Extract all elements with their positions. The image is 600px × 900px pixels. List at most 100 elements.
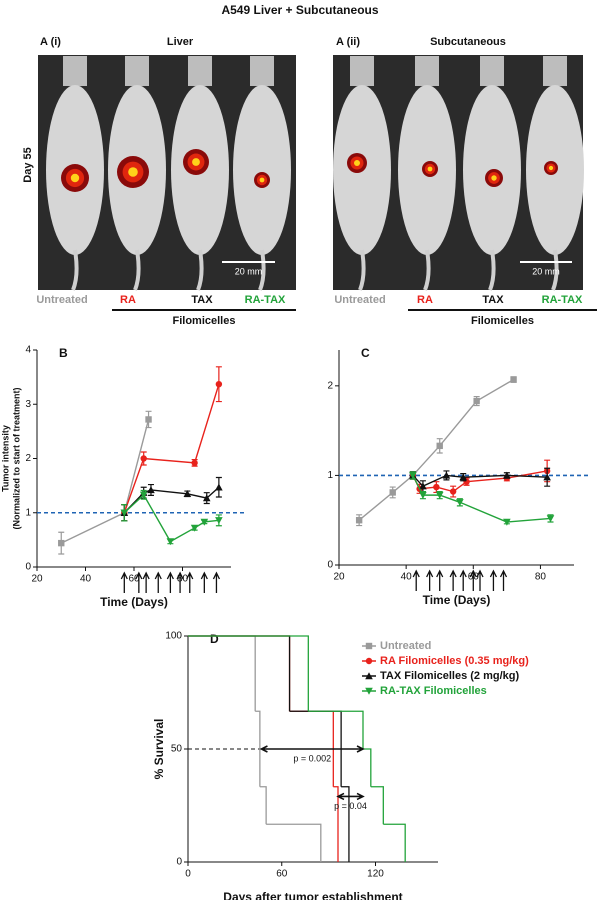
- y-axis-label: Tumor intensity: [0, 425, 10, 492]
- marker: [543, 473, 551, 481]
- marker: [503, 518, 511, 526]
- scale-bar-label: 20 mm: [235, 266, 263, 276]
- signal-core: [491, 175, 497, 181]
- x-tick-label: 40: [401, 572, 413, 583]
- survival-step: [188, 635, 291, 712]
- y-tick-label: 50: [171, 744, 183, 755]
- y-tick-label: 1: [327, 470, 333, 481]
- legend-label: RA-TAX Filomicelles: [380, 685, 487, 697]
- treatment-arrow: [436, 569, 444, 591]
- x-tick-label: 20: [31, 574, 43, 585]
- y-tick-label: 4: [25, 345, 31, 356]
- comparison-label: p = 0.002: [293, 753, 331, 763]
- marker: [503, 471, 511, 479]
- y-axis-label: (Normalized to start of treatment): [11, 387, 21, 529]
- group-label: TAX: [482, 294, 504, 306]
- group-label: RA: [120, 294, 136, 306]
- signal-core: [427, 166, 433, 172]
- marker: [419, 482, 427, 490]
- survival-step: [333, 786, 339, 862]
- survival-step: [308, 710, 364, 749]
- nose-cone: [415, 56, 439, 86]
- marker: [435, 491, 444, 499]
- treatment-arrow: [499, 569, 508, 591]
- nose-cone: [350, 56, 374, 86]
- series-line: [123, 493, 219, 543]
- marker: [459, 473, 468, 481]
- marker: [355, 517, 363, 524]
- y-tick-label: 0: [25, 562, 31, 573]
- legend-label: TAX Filomicelles (2 mg/kg): [380, 670, 519, 682]
- group-label: Untreated: [36, 294, 87, 306]
- marker: [202, 494, 211, 502]
- marker: [365, 687, 373, 695]
- group-label: Untreated: [334, 294, 385, 306]
- marker: [442, 471, 451, 479]
- legend-label: RA Filomicelles (0.35 mg/kg): [380, 655, 529, 667]
- marker: [190, 524, 199, 532]
- y-tick-label: 2: [327, 380, 333, 391]
- marker: [546, 515, 555, 523]
- y-tick-label: 1: [25, 507, 31, 518]
- marker: [140, 455, 147, 462]
- group-label: TAX: [191, 294, 213, 306]
- x-tick-label: 120: [367, 869, 384, 880]
- survival-step: [259, 786, 267, 825]
- treatment-arrow: [412, 569, 420, 591]
- panel-label: C: [361, 346, 370, 360]
- survival-step: [255, 710, 261, 787]
- treatment-arrow: [200, 571, 208, 593]
- marker: [436, 442, 443, 450]
- treatment-arrow: [135, 571, 143, 593]
- figure-title: A549 Liver + Subcutaneous: [221, 3, 378, 17]
- nose-cone: [188, 56, 212, 86]
- marker: [456, 499, 464, 507]
- marker: [510, 376, 517, 383]
- marker: [58, 539, 65, 547]
- panel-title: Subcutaneous: [430, 36, 506, 48]
- marker: [139, 491, 148, 499]
- marker: [365, 642, 373, 650]
- signal-core: [70, 173, 80, 183]
- series-line: [358, 378, 514, 521]
- treatment-arrow: [120, 571, 128, 593]
- treatment-arrow: [166, 571, 174, 593]
- mouse-tail: [71, 249, 79, 291]
- panel-label: B: [59, 346, 68, 360]
- survival-step: [188, 635, 256, 712]
- x-tick-label: 80: [535, 572, 547, 583]
- treatment-arrow: [142, 571, 150, 593]
- signal-core: [548, 165, 554, 171]
- panel-label: D: [210, 632, 219, 646]
- marker: [183, 489, 192, 497]
- x-axis-label: Time (Days): [100, 595, 168, 609]
- marker: [365, 672, 373, 680]
- marker: [409, 472, 417, 480]
- marker: [200, 518, 209, 526]
- mouse-tail: [133, 249, 141, 291]
- x-tick-label: 60: [276, 869, 288, 880]
- y-tick-label: 100: [165, 631, 182, 642]
- survival-step: [266, 823, 322, 862]
- panel-label: A (ii): [336, 36, 360, 48]
- series-line: [412, 474, 548, 488]
- group-label: RA: [417, 294, 433, 306]
- mouse-tail: [196, 249, 204, 291]
- marker: [191, 459, 198, 467]
- survival-step: [188, 635, 309, 712]
- x-axis-label: Days after tumor establishment: [223, 890, 402, 900]
- survival-step: [363, 748, 372, 787]
- y-tick-label: 0: [176, 857, 182, 868]
- marker: [365, 657, 373, 665]
- marker: [120, 509, 129, 517]
- series-line: [123, 486, 220, 514]
- survival-step: [370, 786, 384, 825]
- marker: [147, 486, 155, 494]
- panel-label: A (i): [40, 36, 61, 48]
- mouse-tail: [423, 249, 431, 291]
- comparison-label: p = 0.04: [334, 801, 367, 811]
- series-line: [412, 475, 551, 523]
- marker: [166, 538, 175, 546]
